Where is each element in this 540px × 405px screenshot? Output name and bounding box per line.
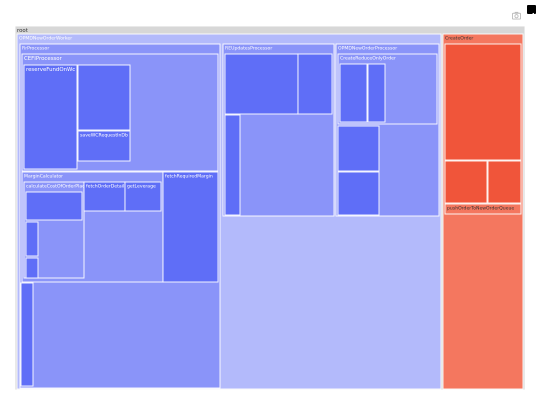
treemap-tile-reu_b[interactable] bbox=[297, 53, 333, 115]
treemap-tile-crro_b[interactable] bbox=[367, 63, 386, 123]
treemap-node-lsm1[interactable] bbox=[25, 221, 39, 257]
treemap-node-rfw[interactable]: reserveFundOnWc bbox=[23, 64, 78, 170]
treemap-node-swc[interactable]: saveWCRequestInDb bbox=[77, 130, 131, 162]
treemap-tile-glev[interactable] bbox=[124, 181, 162, 212]
treemap-node-opmp_c[interactable] bbox=[337, 171, 380, 216]
treemap-tile-opmp_c[interactable] bbox=[337, 171, 380, 216]
treemap-node-frm[interactable]: fetchRequiredMargin bbox=[162, 171, 219, 283]
treemap-node-crro_b[interactable] bbox=[367, 63, 386, 123]
treemap-tile-frm[interactable] bbox=[162, 171, 219, 283]
treemap-tile-reu_c[interactable] bbox=[224, 114, 241, 216]
treemap-node-rr_bar[interactable] bbox=[20, 282, 34, 387]
plotly-logo-icon[interactable] bbox=[527, 5, 536, 19]
treemap-node-lpct[interactable] bbox=[25, 191, 83, 221]
treemap-tile-fod[interactable] bbox=[83, 181, 126, 212]
treemap-tile-push[interactable] bbox=[444, 203, 522, 215]
treemap-tile-lsm2[interactable] bbox=[25, 257, 39, 279]
treemap-node-cefi_inner[interactable] bbox=[77, 64, 131, 131]
treemap-tile-swc[interactable] bbox=[77, 130, 131, 162]
treemap-tile-cefi_inner[interactable] bbox=[77, 64, 131, 131]
treemap-tile-reu_a[interactable] bbox=[224, 53, 299, 115]
treemap-tile-crro_a[interactable] bbox=[339, 63, 368, 123]
treemap-node-reu_a[interactable] bbox=[224, 53, 299, 115]
treemap-node-glev[interactable]: getLeverage bbox=[124, 181, 162, 212]
treemap-tile-rfw[interactable] bbox=[23, 64, 78, 170]
treemap-node-reu_c[interactable] bbox=[224, 114, 241, 216]
treemap-node-cr_a[interactable] bbox=[444, 43, 522, 161]
treemap-node-crro_a[interactable] bbox=[339, 63, 368, 123]
treemap-tile-cr_b[interactable] bbox=[444, 160, 488, 204]
treemap-tile-cr_a[interactable] bbox=[444, 43, 522, 161]
treemap-tile-lpct[interactable] bbox=[25, 191, 83, 221]
treemap-tile-cr_c[interactable] bbox=[487, 160, 522, 204]
treemap-node-fod[interactable]: fetchOrderDetails bbox=[83, 181, 127, 212]
treemap-node-push[interactable]: pushOrderToNewOrderQueue bbox=[444, 203, 522, 215]
treemap-node-opmp_b[interactable] bbox=[337, 125, 380, 172]
treemap-node-reu_b[interactable] bbox=[297, 53, 333, 115]
treemap-tile-opmp_b[interactable] bbox=[337, 125, 380, 172]
camera-icon[interactable] bbox=[512, 5, 521, 20]
treemap-node-lsm2[interactable] bbox=[25, 257, 39, 279]
treemap-tile-rr_bar[interactable] bbox=[20, 282, 34, 387]
treemap-tile-lsm1[interactable] bbox=[25, 221, 39, 257]
treemap-node-cr_c[interactable] bbox=[487, 160, 522, 204]
treemap-node-cr_b[interactable] bbox=[444, 160, 488, 204]
